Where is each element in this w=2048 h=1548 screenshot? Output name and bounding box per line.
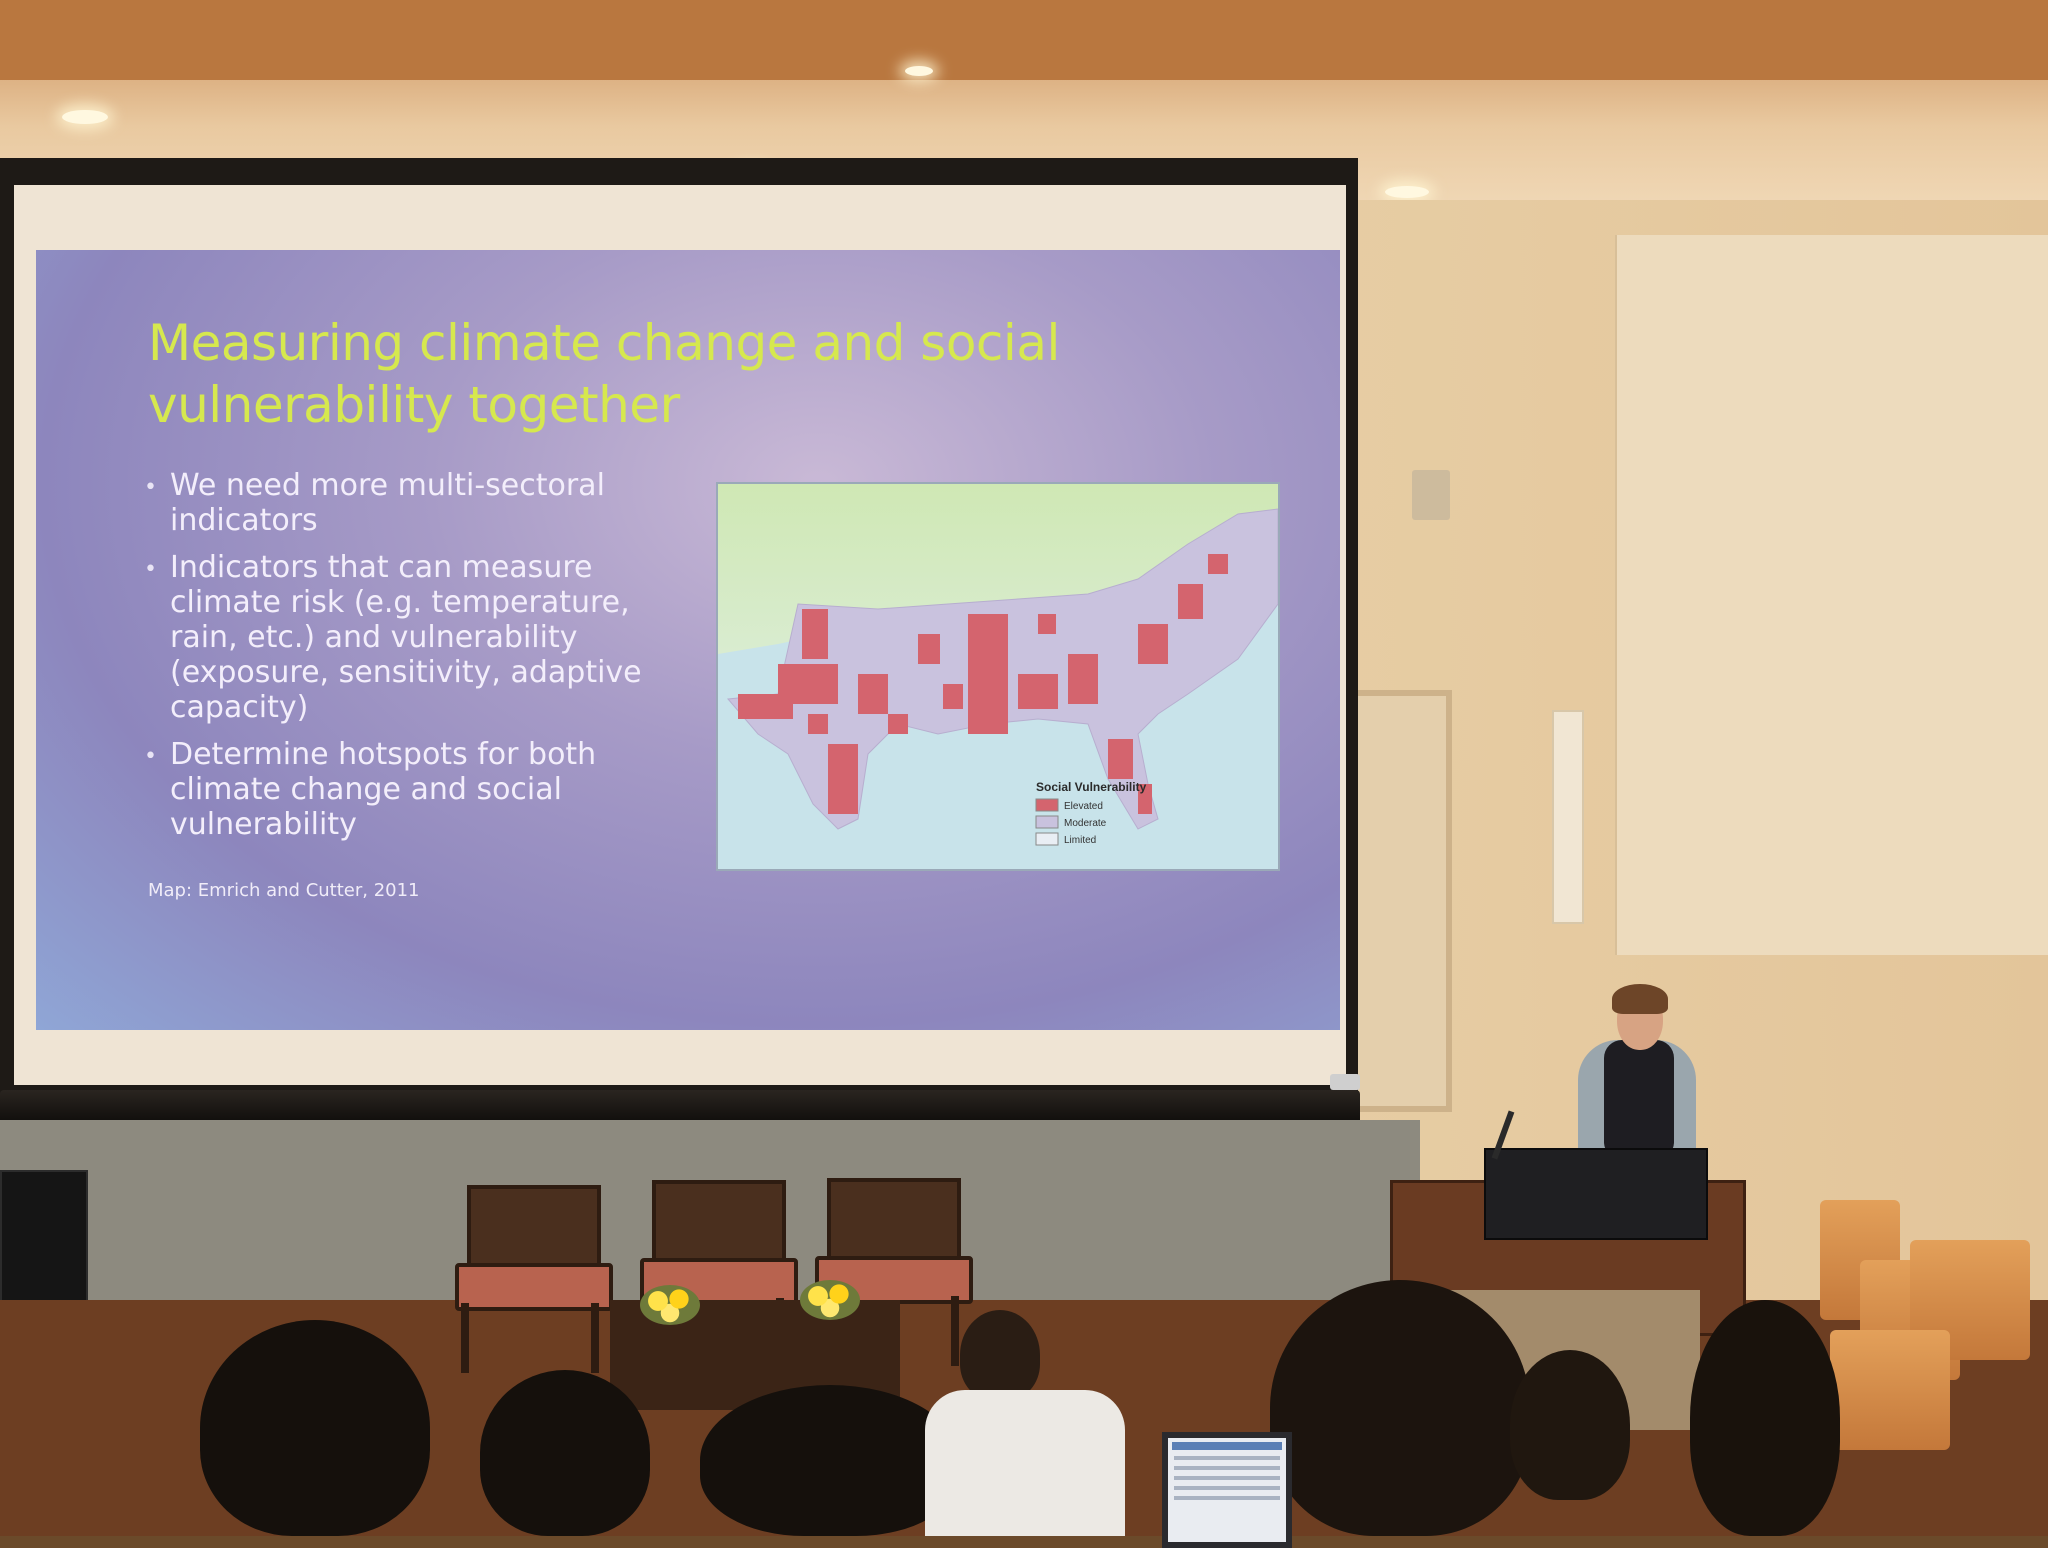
slide-title: Measuring climate change and social vuln… [148,314,1060,434]
presenter-hair [1612,984,1668,1014]
legend-label: Elevated [1064,801,1103,812]
presentation-slide: Measuring climate change and social vuln… [36,250,1340,1030]
map-graphic: Social Vulnerability Elevated Moderate L… [718,484,1278,869]
flower-arrangement [800,1280,860,1320]
bullet-item: • We need more multi-sectoral indicators [144,468,704,538]
wall-speaker [1412,470,1450,520]
map-citation: Map: Emrich and Cutter, 2011 [148,880,420,901]
bullet-text: Indicators that can measure climate risk… [170,550,642,725]
flower-arrangement [640,1285,700,1325]
bullet-text: We need more multi-sectoral indicators [170,468,605,538]
stage-chair [455,1185,613,1373]
audience-member [200,1320,430,1536]
column-speaker [1552,710,1584,924]
audience-member [700,1385,960,1536]
vulnerability-map: Social Vulnerability Elevated Moderate L… [716,482,1280,871]
audience-member [1690,1300,1840,1536]
legend-label: Limited [1064,835,1096,846]
audience-laptop-screen [1162,1432,1292,1548]
audience-member [480,1370,650,1536]
legend-swatch-elevated [1035,798,1059,812]
ceiling-beam [0,0,2048,80]
audience-member [1510,1350,1630,1500]
audience-member [960,1310,1040,1400]
ceiling-light [905,66,933,76]
screen-roller-bar [0,1090,1360,1124]
legend-title: Social Vulnerability [1036,780,1147,794]
audience-member-shirt [925,1390,1125,1536]
legend-swatch-moderate [1035,815,1059,829]
bullet-item: • Determine hotspots for both climate cha… [144,737,704,842]
podium-laptop [1484,1148,1708,1240]
audience-member [1270,1280,1530,1536]
auditorium-seat [1830,1330,1950,1450]
bullet-dot-icon: • [144,557,157,582]
bullet-text: Determine hotspots for both climate chan… [170,737,597,842]
legend-swatch-limited [1035,832,1059,846]
bullet-list: • We need more multi-sectoral indicators … [144,468,704,854]
bullet-item: • Indicators that can measure climate ris… [144,550,704,725]
screen-roller-cap [1330,1074,1360,1090]
wall-panel [1615,235,2048,955]
map-legend: Social Vulnerability Elevated Moderate L… [1035,780,1147,846]
bullet-dot-icon: • [144,744,157,769]
legend-label: Moderate [1064,818,1107,829]
ceiling-light [1385,186,1429,198]
presenter-scarf [1604,1040,1674,1160]
ceiling-light [62,110,108,124]
bullet-dot-icon: • [144,475,157,500]
map-elevated-counties [738,554,1228,814]
